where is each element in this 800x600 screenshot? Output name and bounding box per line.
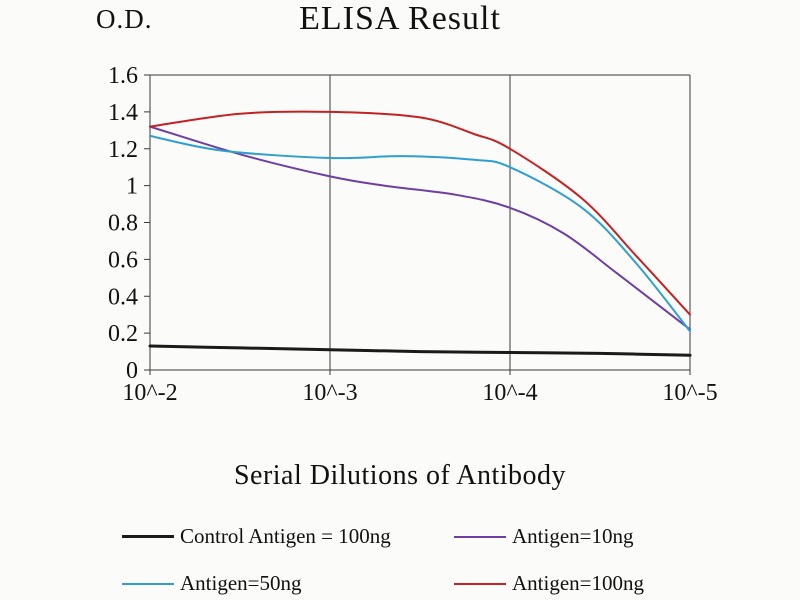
series-line	[148, 344, 692, 357]
y-tick-label: 0	[126, 358, 138, 384]
x-axis-title: Serial Dilutions of Antibody	[233, 460, 567, 491]
y-axis-title: O.D.	[96, 4, 153, 34]
legend-item: Antigen=100ng	[454, 571, 722, 596]
y-tick-label: 0.8	[108, 211, 138, 237]
legend-item: Control Antigen = 100ng	[122, 524, 454, 549]
x-tick-label: 10^-5	[662, 380, 717, 406]
series-line	[149, 110, 691, 316]
legend-line-swatch	[122, 535, 174, 538]
y-tick-label: 0.2	[108, 321, 138, 347]
legend-line-swatch	[454, 582, 506, 585]
legend-label: Control Antigen = 100ng	[180, 524, 391, 548]
legend-item: Antigen=10ng	[454, 524, 722, 549]
x-tick-label: 10^-2	[122, 380, 177, 406]
x-tick-label: 10^-4	[482, 380, 537, 406]
chart-title: ELISA Result	[299, 0, 501, 37]
series-line	[149, 125, 691, 331]
y-tick-label: 0.6	[108, 247, 138, 273]
y-tick-label: 1.2	[108, 137, 138, 163]
series-line	[149, 134, 691, 333]
y-tick-label: 1.4	[108, 100, 138, 126]
legend-item: Antigen=50ng	[122, 571, 454, 596]
legend-label: Antigen=50ng	[180, 571, 302, 595]
chart-legend: Control Antigen = 100ng Antigen=10ng Antig…	[122, 524, 722, 596]
legend-line-swatch	[454, 535, 506, 538]
y-tick-label: 0.4	[108, 284, 138, 310]
elisa-line-chart: 10^-2 10^-3 10^-4 10^-5 0 0.2 0.4 0.6 0.8 1 1.2 1.4…	[108, 63, 718, 406]
y-tick-label: 1	[126, 174, 138, 200]
y-tick-label: 1.6	[108, 63, 138, 89]
legend-label: Antigen=10ng	[512, 524, 634, 548]
x-tick-label: 10^-3	[302, 380, 357, 406]
legend-line-swatch	[122, 582, 174, 585]
legend-label: Antigen=100ng	[512, 571, 644, 595]
